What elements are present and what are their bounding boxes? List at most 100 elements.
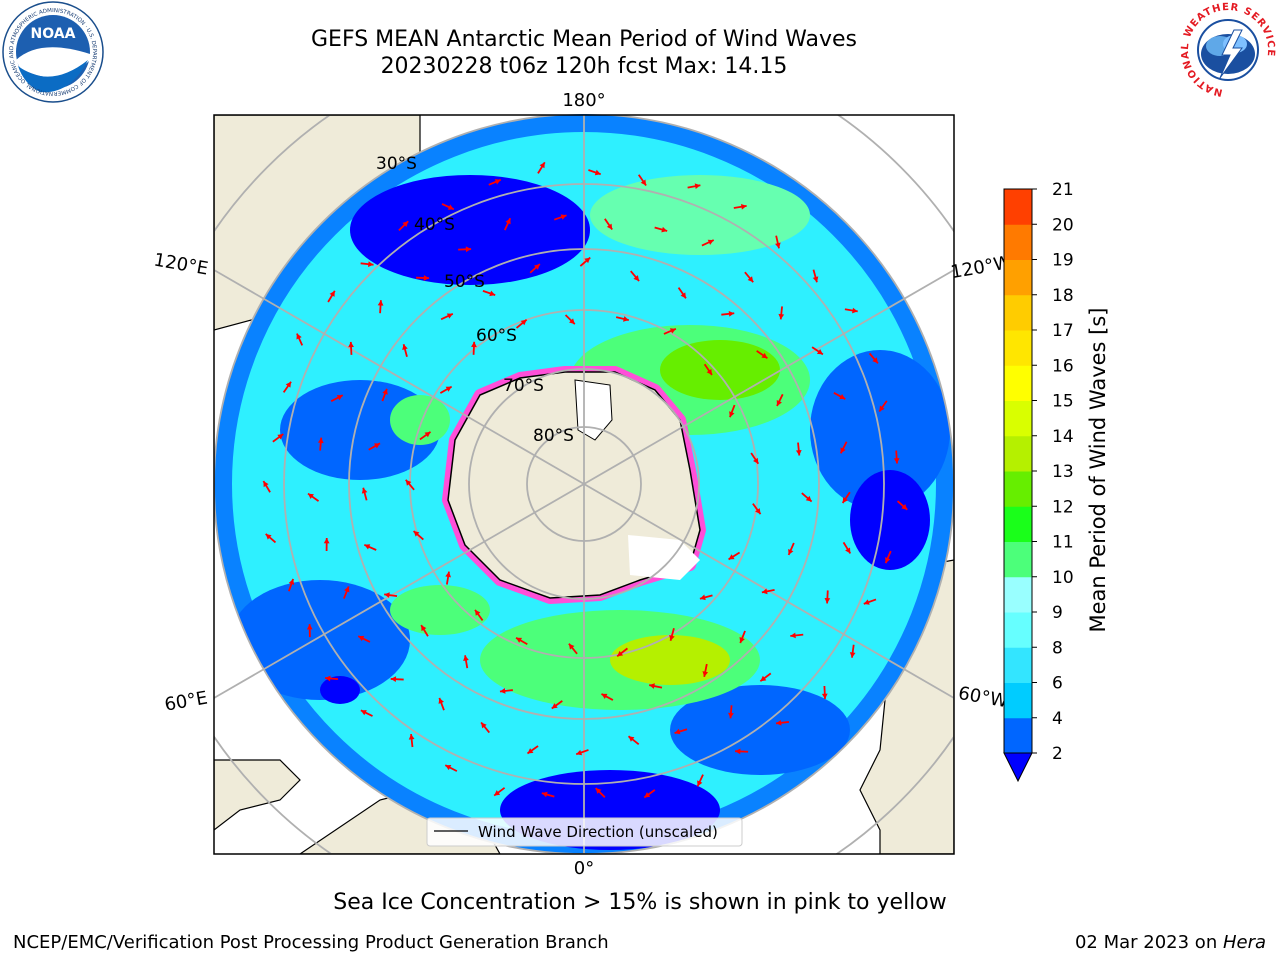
wave-direction-arrow	[458, 246, 472, 253]
colorbar-band	[1004, 259, 1032, 296]
wave-direction-arrow	[323, 538, 330, 552]
wave-direction-arrow	[330, 394, 344, 403]
wave-direction-arrow	[824, 590, 831, 604]
wave-direction-arrow	[787, 542, 795, 556]
wave-direction-arrow	[482, 289, 496, 297]
lon-label-180: 180°	[562, 90, 605, 111]
wave-direction-arrow	[801, 492, 813, 503]
colorbar-band	[1004, 189, 1032, 225]
wave-direction-arrow	[776, 393, 784, 407]
wave-direction-arrow	[445, 571, 451, 585]
antarctica	[442, 366, 706, 604]
wave-direction-arrow	[630, 270, 640, 282]
wave-direction-arrow	[893, 450, 900, 464]
lon-label-0: 0°	[574, 858, 594, 879]
map-frame	[213, 114, 955, 855]
wave-direction-arrow	[775, 719, 790, 726]
colorbar-tick-label: 2	[1052, 744, 1063, 764]
wave-direction-arrow	[282, 381, 292, 393]
wave-direction-arrow	[733, 203, 747, 210]
wave-direction-arrow	[377, 300, 384, 314]
graticule	[214, 115, 954, 854]
colorbar-tick-label: 12	[1052, 497, 1074, 517]
wave-direction-arrow	[878, 400, 888, 413]
wave-direction-arrow	[579, 256, 591, 267]
wave-direction-arrow	[384, 592, 398, 598]
wave-direction-arrow	[627, 735, 640, 746]
wave-direction-arrow	[503, 217, 512, 231]
wave-direction-arrow	[588, 169, 602, 176]
wave-direction-arrow	[821, 685, 828, 700]
wave-direction-arrow	[360, 709, 373, 717]
wave-direction-arrow	[493, 787, 506, 797]
colorbar-band	[1004, 294, 1032, 331]
wave-direction-arrow	[327, 290, 336, 303]
wave-direction-arrow	[643, 789, 656, 799]
wave-direction-arrow	[463, 655, 469, 669]
wave-direction-arrow	[739, 630, 746, 644]
wave-direction-arrow	[775, 235, 781, 249]
wave-direction-arrow	[759, 672, 772, 682]
wave-direction-arrow	[324, 675, 339, 682]
wave-direction-arrow	[408, 733, 415, 748]
wave-direction-arrow	[790, 632, 804, 639]
colorbar-under-triangle	[1003, 752, 1033, 783]
wave-direction-arrow	[438, 697, 445, 711]
colorbar-band	[1004, 224, 1032, 260]
wave-direction-arrow	[702, 663, 709, 678]
wave-direction-arrow	[288, 578, 295, 592]
wave-direction-arrow	[703, 363, 713, 376]
wave-direction-arrow	[884, 550, 892, 564]
wave-direction-arrow	[844, 307, 858, 314]
wave-direction-arrow	[307, 492, 320, 502]
colorbar-tick-label: 21	[1052, 180, 1074, 200]
wave-direction-arrow	[381, 388, 388, 402]
wave-direction-arrow	[262, 480, 271, 493]
wave-direction-arrow	[756, 350, 768, 359]
chart-title: GEFS MEAN Antarctic Mean Period of Wind …	[311, 27, 857, 52]
wave-direction-arrow	[363, 543, 377, 551]
wave-direction-arrow	[663, 327, 677, 335]
noaa-wordmark: NOAA	[31, 26, 76, 42]
colorbar-tick-label: 20	[1052, 215, 1074, 235]
colorbar-tick-label: 4	[1052, 709, 1063, 729]
wave-direction-arrow	[416, 275, 430, 281]
wave-direction-arrow	[812, 269, 819, 283]
colorbar-band	[1004, 717, 1032, 754]
wave-direction-arrow	[551, 700, 563, 710]
wave-direction-arrow	[272, 433, 284, 443]
producer-credit: NCEP/EMC/Verification Post Processing Pr…	[13, 932, 609, 953]
wave-direction-arrow	[441, 203, 455, 211]
wave-direction-arrow	[674, 728, 688, 735]
colorbar-band	[1004, 576, 1032, 613]
generation-date: 02 Mar 2023 on Hera	[1074, 932, 1266, 953]
wave-direction-arrow	[699, 594, 713, 601]
wave-direction-arrow	[474, 609, 484, 621]
wave-direction-arrow	[677, 287, 687, 299]
wave-direction-arrow	[568, 643, 578, 655]
wave-direction-arrow	[811, 346, 824, 356]
colorbar-tick-label: 18	[1052, 286, 1074, 306]
colorbar-band	[1004, 612, 1032, 648]
colorbar-band	[1004, 682, 1032, 719]
colorbar-tick-label: 6	[1052, 674, 1063, 694]
wind-wave-direction-arrows	[262, 161, 908, 799]
wave-direction-arrow	[729, 404, 736, 418]
wave-direction-arrow	[361, 487, 368, 501]
wave-direction-arrow	[541, 791, 555, 798]
wave-direction-arrow	[402, 343, 408, 357]
colorbar-band	[1004, 400, 1032, 437]
colorbar-band	[1004, 435, 1032, 472]
wave-direction-arrow	[601, 693, 614, 701]
colorbar-tick-label: 17	[1052, 321, 1074, 341]
wave-direction-arrow	[398, 220, 409, 231]
colorbar-tick-label: 11	[1052, 533, 1074, 553]
colorbar-band	[1004, 541, 1032, 578]
wave-direction-arrow	[595, 787, 606, 798]
wave-direction-arrow	[499, 688, 513, 694]
colorbar-band	[1004, 647, 1032, 683]
wave-direction-arrow	[721, 310, 735, 317]
nws-logo: NATIONAL WEATHER SERVICE	[1180, 2, 1275, 98]
wave-direction-arrow	[896, 500, 908, 511]
